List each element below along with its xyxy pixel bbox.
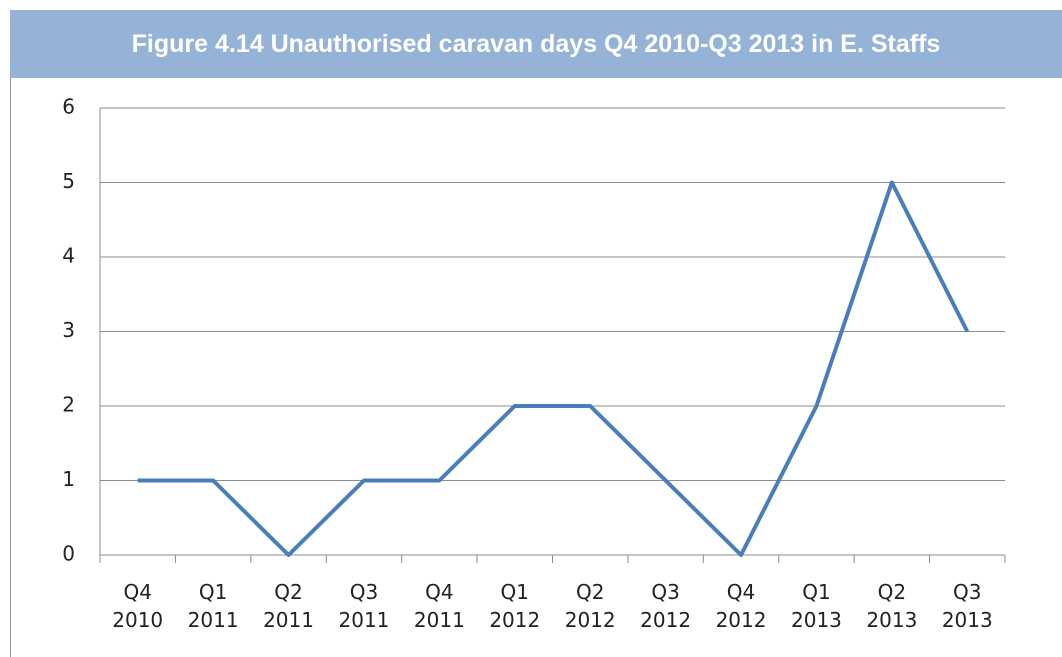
x-tick-label: Q2 2013 [866,580,918,632]
chart-title: Figure 4.14 Unauthorised caravan days Q4… [131,30,941,58]
data-line [137,180,970,557]
border [10,78,11,657]
x-tick-label: Q1 2012 [489,580,541,632]
y-tick-label: 3 [62,318,75,342]
y-tick-label: 6 [62,95,75,119]
y-tick-label: 4 [62,244,75,268]
x-tick-label: Q2 2011 [263,580,314,632]
y-tick-label: 5 [62,169,75,193]
x-tick-label: Q4 2012 [715,580,767,632]
x-tick-label: Q3 2012 [640,580,692,632]
title-bar: Figure 4.14 Unauthorised caravan days Q4… [10,10,1062,78]
x-tick-label: Q3 2013 [941,580,993,632]
x-tick-label: Q3 2011 [338,580,390,632]
x-tick-label: Q4 2010 [112,580,164,632]
y-tick-label: 2 [62,393,75,417]
x-tick-label: Q4 2011 [413,580,465,632]
y-tick-label: 1 [62,467,75,491]
x-tick-label: Q1 2013 [791,580,842,632]
x-tick-label: Q1 2011 [187,580,239,632]
x-tick-label: Q2 2012 [564,580,616,632]
y-tick-label: 0 [62,542,75,566]
